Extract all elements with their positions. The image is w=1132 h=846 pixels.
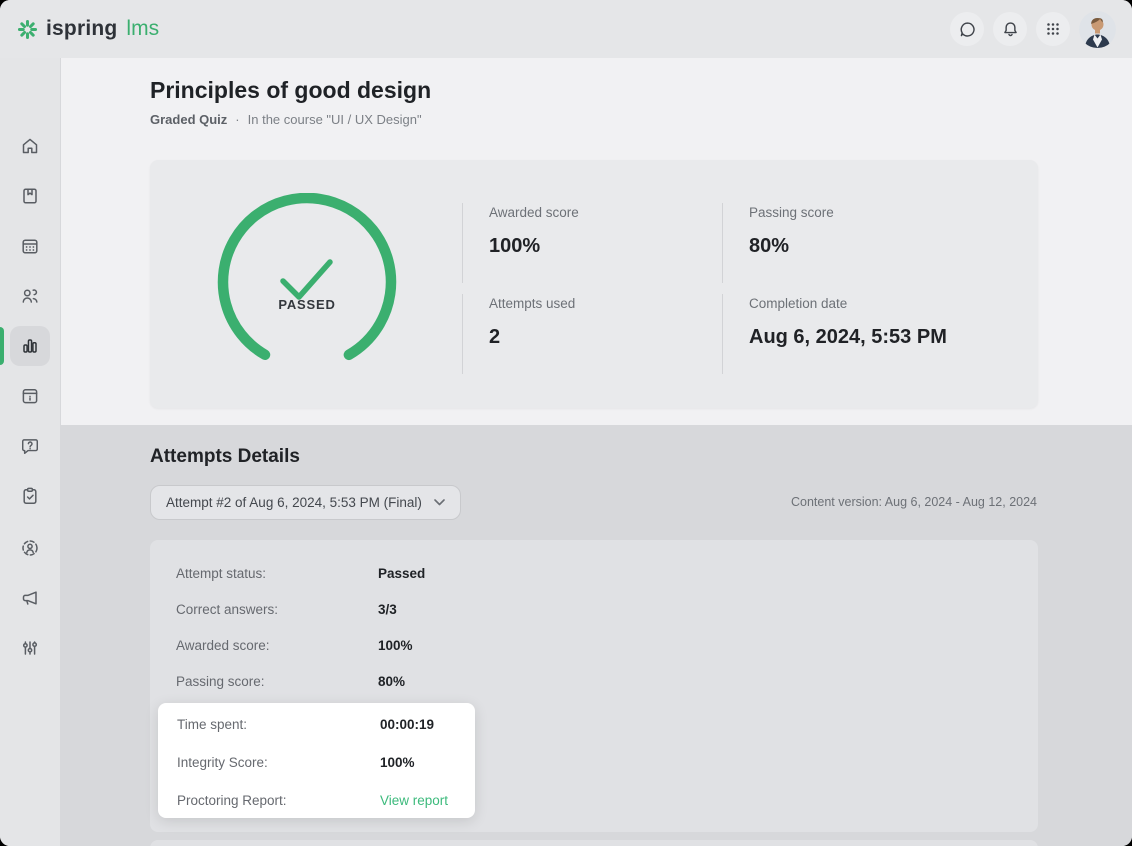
logo-text-accent: lms [126, 17, 160, 40]
stat-completion-date: Completion date Aug 6, 2024, 5:53 PM [722, 294, 1052, 374]
course-label: In the course "UI / UX Design" [247, 112, 422, 127]
stat-label: Passing score [749, 205, 834, 220]
apps-grid-icon [1047, 23, 1059, 35]
sidebar-item-courses[interactable] [10, 176, 50, 216]
calendar-icon [22, 239, 38, 254]
home-icon [22, 138, 38, 154]
row-label: Correct answers: [176, 601, 279, 617]
proctoring-user-icon [22, 540, 38, 556]
stat-value: Aug 6, 2024, 5:53 PM [749, 326, 947, 348]
row-label: Integrity Score: [177, 754, 268, 770]
detail-row-correct-answers: Correct answers: 3/3 [150, 591, 1038, 627]
gauge-arc [217, 192, 397, 372]
stat-label: Attempts used [489, 296, 576, 311]
content-version-label: Content version: Aug 6, 2024 - Aug 12, 2… [790, 495, 1037, 509]
content-type-badge: Graded Quiz [150, 112, 228, 127]
detail-row-integrity-score: Integrity Score: 100% [158, 743, 475, 781]
book-icon [23, 188, 37, 204]
logo-text-primary: ispring [46, 17, 118, 40]
ispring-lms-logo[interactable]: ispring lms [16, 17, 159, 41]
detail-row-awarded-score: Awarded score: 100% [150, 627, 1038, 663]
apps-button[interactable] [1036, 12, 1070, 46]
chevron-down-icon [434, 499, 445, 506]
sidebar-item-questions[interactable] [10, 426, 50, 466]
sliders-icon [22, 641, 38, 655]
subtitle-dot: · [235, 112, 240, 127]
stat-awarded-score: Awarded score 100% [462, 203, 712, 283]
main-content: Principles of good design Graded Quiz · … [61, 58, 1132, 846]
sidebar-item-settings[interactable] [10, 628, 50, 668]
chat-icon [960, 21, 975, 37]
detail-row-attempt-status: Attempt status: Passed [150, 555, 1038, 591]
check-icon [280, 259, 333, 300]
stat-value: 100% [489, 235, 541, 257]
chat-button[interactable] [950, 12, 984, 46]
attempts-details-heading: Attempts Details [150, 446, 300, 467]
notifications-button[interactable] [993, 12, 1027, 46]
row-label: Proctoring Report: [177, 792, 287, 808]
stat-passing-score: Passing score 80% [722, 203, 1052, 283]
users-icon [22, 289, 38, 303]
sidebar-item-calendar[interactable] [10, 226, 50, 266]
question-bubble-icon [21, 439, 39, 455]
row-label: Awarded score: [176, 637, 270, 653]
topbar-actions [950, 10, 1116, 48]
score-summary-card: PASSED Awarded score 100% Passing score … [150, 160, 1038, 408]
user-avatar[interactable] [1079, 10, 1116, 48]
view-report-link[interactable]: View report [380, 792, 449, 808]
reports-icon [23, 339, 37, 353]
top-bar: ispring lms [0, 0, 1132, 58]
avatar-image [1079, 10, 1116, 48]
row-label: Passing score: [176, 673, 265, 689]
next-card-peek [150, 840, 1038, 846]
sidebar-item-reports[interactable] [0, 326, 50, 366]
stat-label: Completion date [749, 296, 848, 311]
info-card-icon [22, 389, 38, 404]
attempt-selector-dropdown[interactable]: Attempt #2 of Aug 6, 2024, 5:53 PM (Fina… [150, 485, 461, 520]
ispring-burst-icon [17, 19, 38, 39]
bell-icon [1003, 21, 1017, 36]
sidebar-item-proctoring[interactable] [10, 528, 50, 568]
row-value: 3/3 [378, 601, 397, 617]
sidebar-item-assignments[interactable] [10, 476, 50, 516]
sidebar-item-users[interactable] [10, 276, 50, 316]
clipboard-check-icon [23, 487, 37, 504]
result-gauge: PASSED [217, 192, 397, 377]
status-badge: PASSED [278, 297, 336, 312]
megaphone-icon [22, 591, 37, 605]
stat-value: 80% [749, 235, 790, 257]
proctoring-highlight-box: Time spent: 00:00:19 Integrity Score: 10… [158, 703, 475, 818]
page-title: Principles of good design [150, 77, 432, 103]
row-label: Time spent: [177, 716, 248, 732]
detail-row-passing-score: Passing score: 80% [150, 663, 1038, 699]
stat-attempts-used: Attempts used 2 [462, 294, 712, 374]
detail-row-proctoring-report: Proctoring Report: View report [158, 781, 475, 819]
active-indicator [0, 327, 4, 365]
attempt-selector-value: Attempt #2 of Aug 6, 2024, 5:53 PM (Fina… [166, 495, 422, 510]
stat-label: Awarded score [489, 205, 579, 220]
row-value: 80% [378, 673, 406, 689]
sidebar-item-info[interactable] [10, 376, 50, 416]
row-value: 00:00:19 [380, 716, 435, 732]
row-value: Passed [378, 565, 426, 581]
sidebar-item-home[interactable] [10, 126, 50, 166]
row-label: Attempt status: [176, 565, 267, 581]
sidebar-item-announcements[interactable] [10, 578, 50, 618]
page-subtitle: Graded Quiz · In the course "UI / UX Des… [150, 112, 422, 127]
detail-row-time-spent: Time spent: 00:00:19 [158, 705, 475, 743]
row-value: 100% [378, 637, 413, 653]
stat-value: 2 [489, 326, 501, 348]
row-value: 100% [380, 754, 415, 770]
sidebar-nav [0, 58, 61, 846]
